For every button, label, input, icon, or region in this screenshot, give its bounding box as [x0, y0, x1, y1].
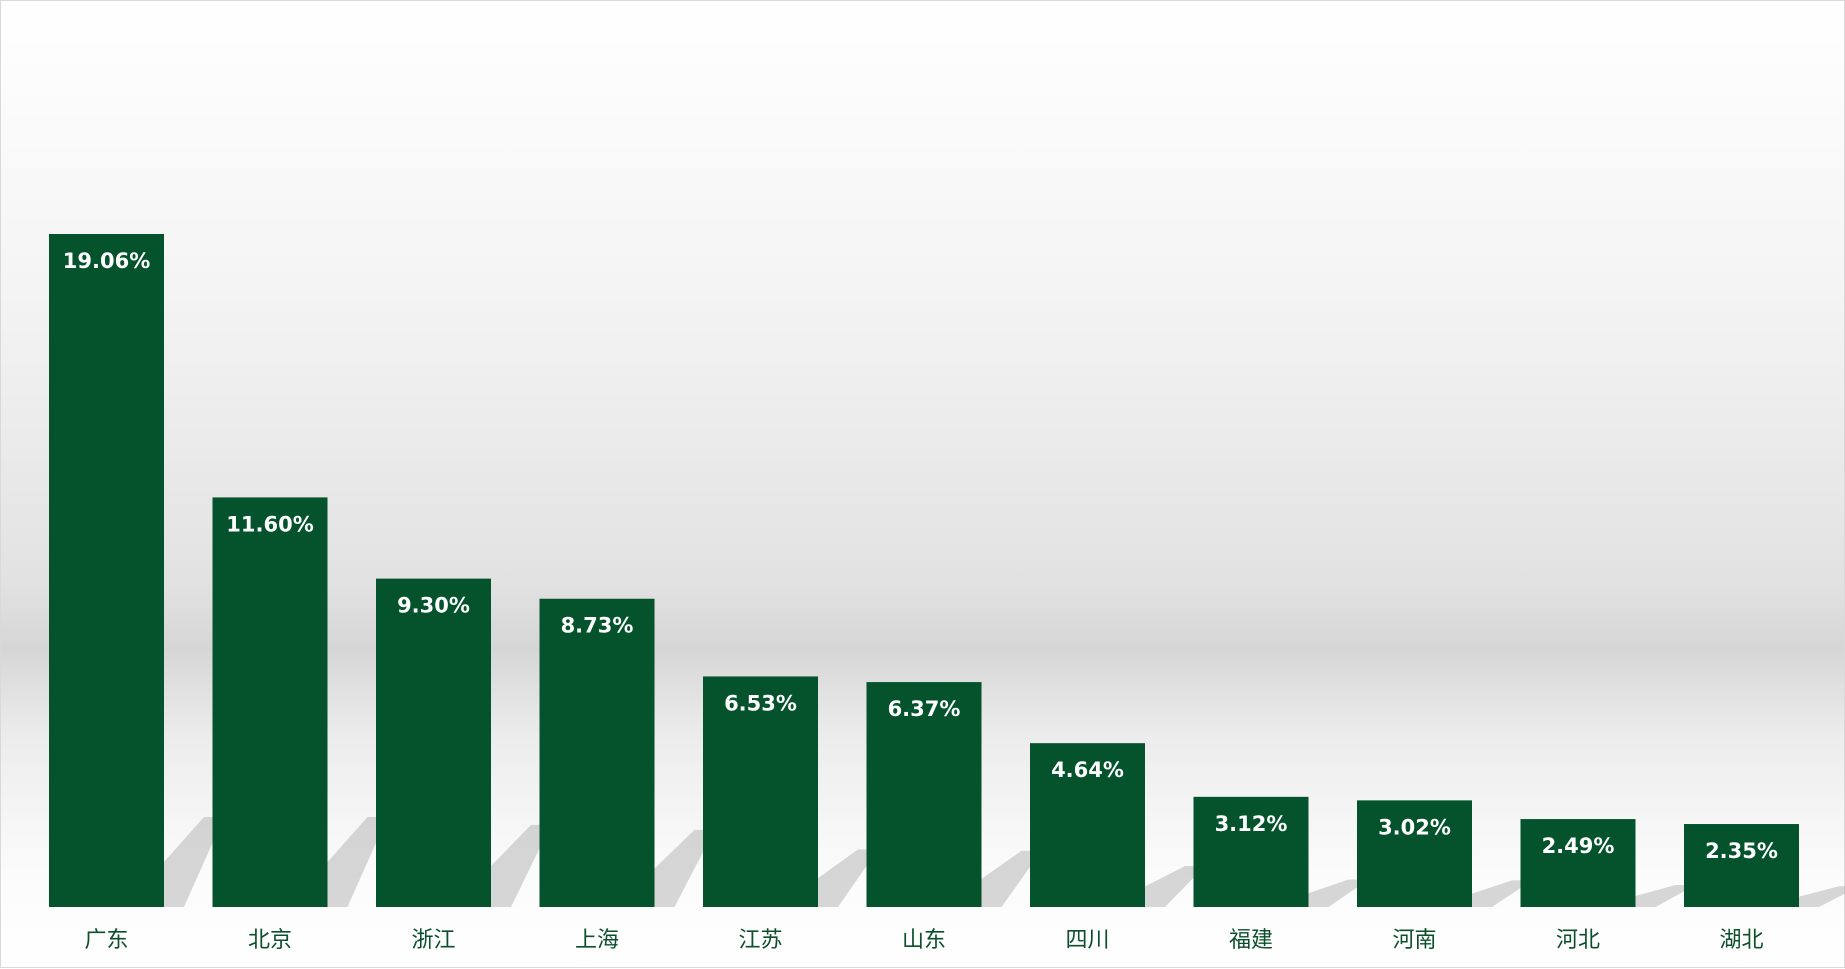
category-label: 河南 — [1392, 928, 1436, 953]
bar-福建 — [1193, 796, 1309, 907]
data-label: 19.06% — [63, 249, 150, 273]
bar-河南 — [1357, 800, 1472, 907]
bar-四川 — [1030, 743, 1145, 907]
bar-江苏 — [703, 676, 818, 907]
data-label: 3.02% — [1378, 815, 1451, 839]
bar-shadow — [981, 850, 1042, 907]
bar-shadow — [164, 817, 224, 907]
bar-浙江 — [376, 578, 491, 907]
bar-shadow — [1308, 879, 1369, 907]
category-label: 山东 — [902, 928, 946, 953]
data-label: 6.53% — [724, 691, 797, 715]
bar-shadow — [491, 824, 551, 907]
data-label: 2.49% — [1542, 834, 1615, 858]
bar-河北 — [1520, 819, 1636, 907]
category-label: 湖北 — [1719, 928, 1763, 953]
category-label: 浙江 — [411, 928, 455, 953]
data-label: 11.60% — [226, 512, 313, 536]
data-label: 4.64% — [1051, 758, 1124, 782]
bar-shadow — [654, 829, 715, 907]
bar-shadow — [818, 849, 878, 907]
category-label: 上海 — [575, 928, 619, 953]
bar-shadow — [1799, 886, 1845, 907]
data-label: 3.12% — [1215, 812, 1288, 836]
bar-shadow — [327, 817, 388, 907]
bar-北京 — [212, 497, 328, 907]
category-label: 福建 — [1229, 928, 1273, 953]
data-label: 6.37% — [888, 697, 961, 721]
bar-上海 — [539, 598, 655, 907]
bar-广东 — [49, 234, 164, 907]
data-label: 8.73% — [561, 614, 634, 638]
bar-shadow — [1472, 880, 1532, 907]
data-label: 2.35% — [1705, 839, 1778, 863]
category-label: 四川 — [1065, 928, 1109, 953]
category-label: 北京 — [248, 928, 292, 953]
bar-山东 — [866, 682, 982, 907]
bar-shadow — [1145, 866, 1205, 907]
data-label: 9.30% — [397, 594, 470, 618]
category-label: 江苏 — [738, 928, 782, 953]
category-label: 河北 — [1556, 928, 1600, 953]
bar-湖北 — [1684, 824, 1799, 907]
bar-shadow — [1635, 885, 1696, 907]
category-label: 广东 — [84, 928, 128, 953]
